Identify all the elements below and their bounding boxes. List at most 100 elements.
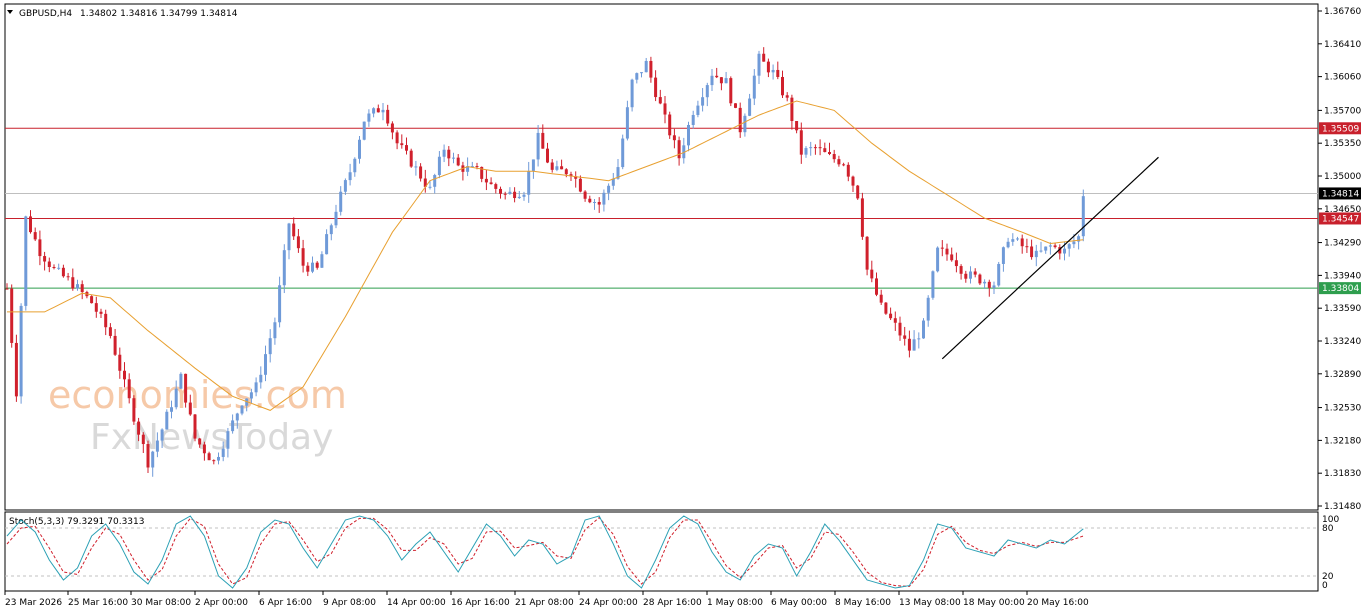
candle-bull <box>682 145 686 159</box>
candle-bull <box>527 170 531 195</box>
candle-bear <box>945 248 949 255</box>
stoch-title: Stoch(5,3,3) 79.3291 70.3313 <box>9 517 144 527</box>
candle-bull <box>931 271 935 298</box>
x-tick-label: 23 Mar 2026 <box>5 598 62 608</box>
candle-bull <box>442 149 446 157</box>
candle-bear <box>1030 246 1034 258</box>
candle-bear <box>108 327 112 336</box>
candle-bear <box>1053 245 1057 248</box>
candle-bear <box>376 108 380 113</box>
candle-bull <box>752 75 756 99</box>
candle-bear <box>898 322 902 336</box>
candle-bear <box>1020 238 1024 247</box>
candle-bear <box>475 166 479 168</box>
candle-bull <box>1067 244 1071 249</box>
candle-bull <box>334 211 338 226</box>
candle-bull <box>343 180 347 192</box>
candle-bull <box>809 147 813 149</box>
candle-bear <box>132 398 136 422</box>
candle-bear <box>90 296 94 304</box>
candle-bull <box>264 354 267 375</box>
candle-bull <box>353 158 357 173</box>
y-tick-label: 1.36410 <box>1324 40 1361 50</box>
candle-bull <box>217 456 220 461</box>
candle-bear <box>940 247 944 249</box>
candle-bull <box>428 186 432 188</box>
candle-bull <box>522 194 526 197</box>
candle-bull <box>743 115 747 133</box>
candle-bull <box>625 107 629 139</box>
candle-bull <box>696 105 700 115</box>
candle-bear <box>447 149 451 159</box>
candle-bull <box>593 201 596 203</box>
candle-bear <box>80 284 84 293</box>
x-tick-label: 30 Mar 08:00 <box>131 598 191 608</box>
candle-bear <box>146 444 150 468</box>
candle-bull <box>997 263 1001 286</box>
candle-bear <box>870 269 874 279</box>
candle-bull <box>1081 196 1085 237</box>
candle-bull <box>1001 247 1005 264</box>
candle-bull <box>325 234 329 255</box>
candlestick-series <box>5 47 1085 477</box>
candle-bear <box>964 273 968 279</box>
candle-bull <box>287 223 291 251</box>
candle-bull <box>917 338 921 340</box>
candle-bear <box>889 313 893 319</box>
candle-bear <box>875 278 878 295</box>
candle-bull <box>508 191 512 194</box>
candle-bull <box>691 114 695 125</box>
candle-bear <box>597 201 601 205</box>
price-tag-label: 1.33804 <box>1322 284 1359 294</box>
candle-bull <box>367 113 371 122</box>
candle-bull <box>1039 250 1043 252</box>
candle-bear <box>390 123 394 133</box>
candle-bear <box>574 176 578 179</box>
candle-bull <box>76 284 79 289</box>
candle-bear <box>137 421 141 435</box>
ma-line <box>7 100 1084 411</box>
candle-bear <box>907 338 911 351</box>
candle-bear <box>513 191 517 199</box>
candle-bull <box>221 448 225 457</box>
candle-bull <box>635 73 639 80</box>
candle-bear <box>10 288 14 343</box>
candle-bear <box>541 132 545 149</box>
candle-bear <box>837 159 841 165</box>
candle-bull <box>705 85 709 98</box>
candle-bull <box>926 297 930 321</box>
x-tick-label: 9 Apr 08:00 <box>323 598 376 608</box>
candle-bear <box>818 147 822 149</box>
watermark-economies: economies.com <box>48 373 347 417</box>
x-tick-label: 8 May 16:00 <box>835 598 891 608</box>
candle-bear <box>823 148 827 153</box>
candle-bull <box>983 281 987 284</box>
candle-bear <box>766 61 770 73</box>
candle-bear <box>1025 246 1029 248</box>
candle-bear <box>560 166 564 170</box>
x-tick-label: 16 Apr 16:00 <box>451 598 510 608</box>
candle-bull <box>1034 250 1038 258</box>
candle-bull <box>710 75 714 86</box>
candle-bull <box>611 178 615 186</box>
candle-bear <box>583 191 587 199</box>
dropdown-triangle-icon[interactable] <box>7 10 13 14</box>
candle-bull <box>602 192 606 205</box>
candle-bear <box>423 178 427 187</box>
candle-bull <box>19 305 23 397</box>
candle-bear <box>569 174 573 177</box>
x-tick-label: 1 May 08:00 <box>707 598 763 608</box>
candle-bull <box>151 451 155 468</box>
stoch-tick-label: 0 <box>1322 581 1328 591</box>
candle-bull <box>329 225 333 235</box>
candle-bear <box>903 335 907 339</box>
candle-bear <box>33 232 37 240</box>
candle-bear <box>71 277 75 289</box>
candle-bull <box>616 167 620 179</box>
candle-bear <box>494 184 498 189</box>
moving-average <box>7 100 1084 411</box>
candle-bear <box>5 288 9 290</box>
candle-bull <box>414 166 418 168</box>
candle-bear <box>301 248 305 266</box>
